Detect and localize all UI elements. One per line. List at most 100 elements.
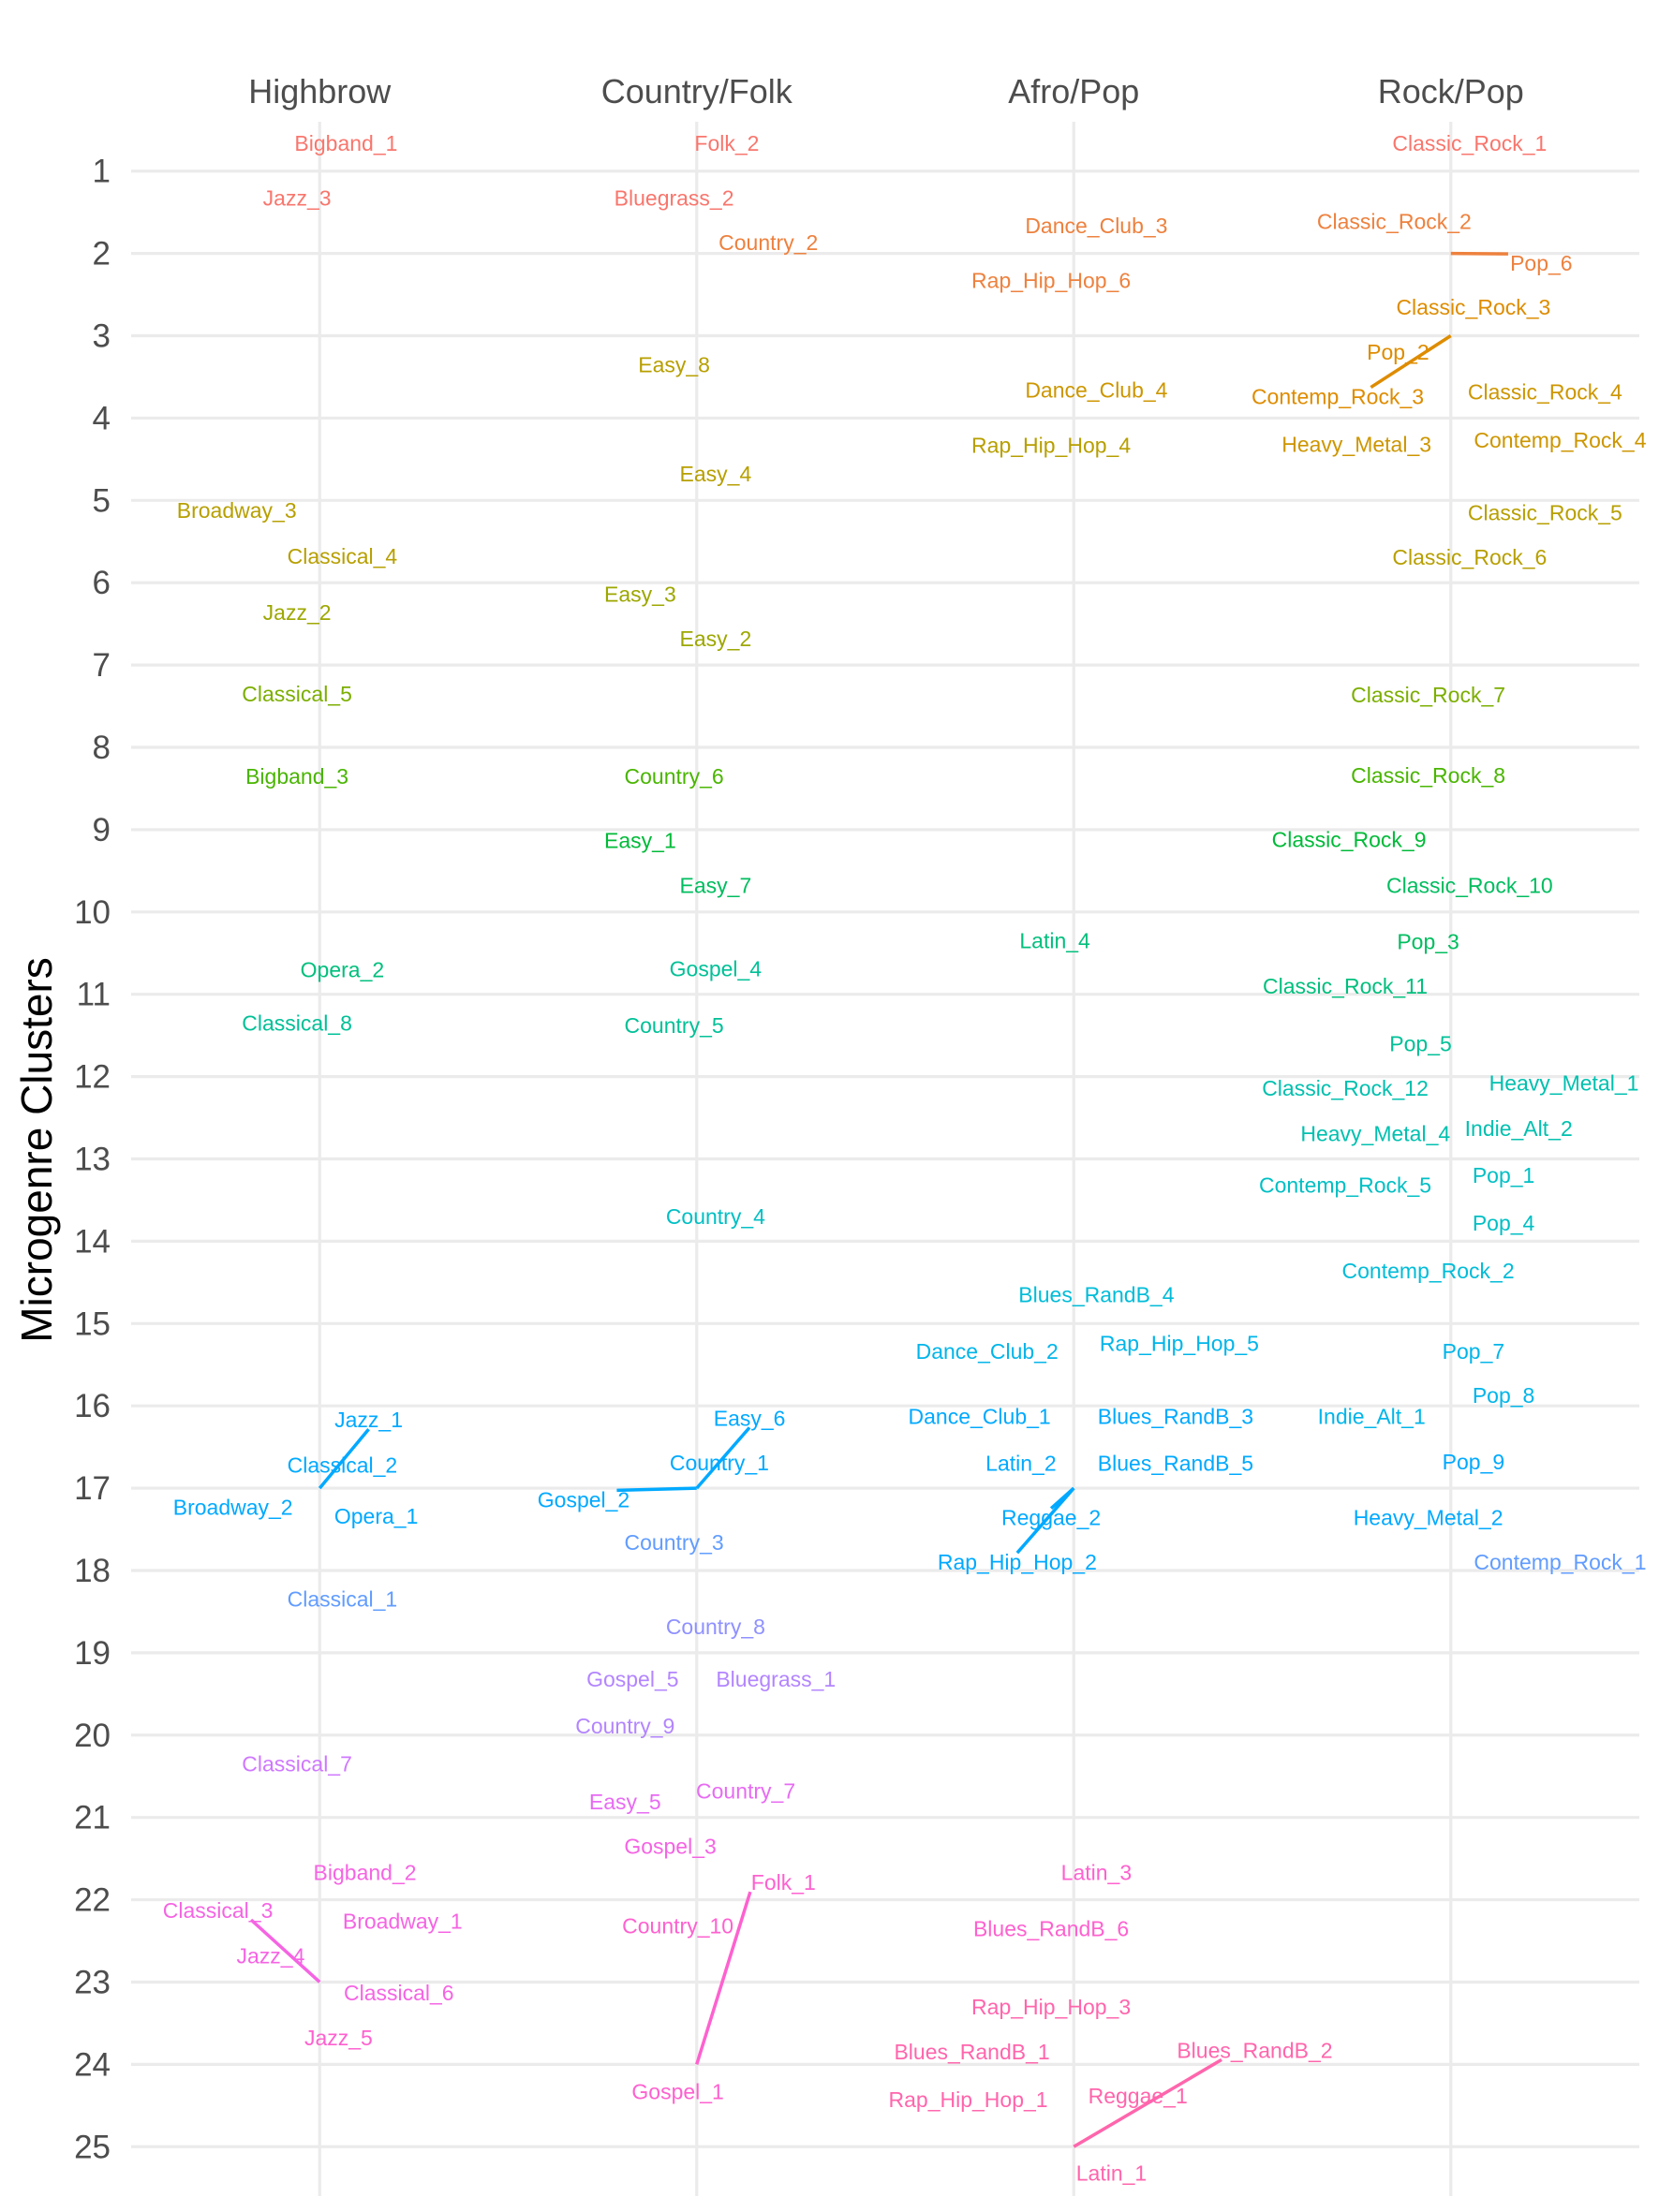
leader-line [1015,1486,1075,1555]
point-label: Easy_4 [680,462,752,486]
y-tick-label: 20 [74,1718,111,1754]
y-tick-label: 2 [93,236,111,273]
point-label: Jazz_2 [263,600,332,625]
point-label: Contemp_Rock_5 [1259,1173,1431,1198]
point-label: Pop_8 [1473,1383,1535,1408]
point-label: Latin_4 [1019,929,1090,953]
y-tick-label: 10 [74,894,111,931]
point-label: Jazz_3 [263,186,332,211]
point-label: Pop_2 [1367,340,1429,364]
leader-line [695,1891,752,2065]
y-tick-label: 19 [74,1635,111,1672]
y-tick-label: 13 [74,1142,111,1178]
point-label: Classic_Rock_9 [1272,827,1427,851]
point-label: Gospel_3 [624,1834,716,1858]
point-label: Classical_6 [344,1981,454,2005]
point-label: Bluegrass_1 [716,1667,836,1691]
y-tick-label: 17 [74,1470,111,1507]
y-axis-label: Microgenre Clusters [12,957,61,1343]
point-label: Bluegrass_2 [615,186,734,211]
point-label: Rap_Hip_Hop_4 [971,433,1131,457]
point-label: Easy_5 [589,1790,661,1814]
point-label: Pop_1 [1473,1163,1535,1187]
point-label: Dance_Club_2 [916,1339,1059,1364]
point-label: Blues_RandB_3 [1098,1405,1253,1429]
point-label: Blues_RandB_4 [1018,1283,1174,1307]
point-label: Gospel_1 [631,2079,723,2103]
point-label: Gospel_4 [670,956,763,981]
leader-line [1370,334,1452,390]
y-tick-label: 9 [93,812,111,848]
y-tick-label: 18 [74,1553,111,1589]
y-tick-label: 24 [74,2046,111,2083]
point-label: Opera_2 [301,957,385,981]
column-headers: Highbrow Country/Folk Afro/Pop Rock/Pop [248,72,1524,111]
y-tick-label: 4 [93,400,111,436]
y-tick-label: 23 [74,1964,111,2000]
column-header: Afro/Pop [1008,72,1139,111]
point-label: Country_10 [622,1914,733,1939]
point-label: Country_3 [625,1530,724,1555]
y-tick-label: 16 [74,1388,111,1424]
point-label: Country_9 [575,1714,674,1738]
point-label: Classical_2 [288,1453,398,1477]
point-label: Easy_3 [604,582,676,607]
y-tick-label: 5 [93,482,111,519]
point-label: Pop_3 [1397,929,1459,953]
point-label: Easy_2 [680,627,752,651]
leader-line [616,1486,697,1493]
point-label: Classic_Rock_7 [1351,683,1505,707]
point-label: Blues_RandB_5 [1098,1452,1253,1476]
point-label: Pop_7 [1443,1339,1505,1364]
point-label: Rap_Hip_Hop_6 [971,269,1131,293]
point-label: Blues_RandB_2 [1177,2038,1332,2062]
point-label: Bigband_1 [294,131,397,155]
point-label: Heavy_Metal_3 [1281,433,1431,457]
point-label: Reggae_1 [1089,2084,1188,2108]
point-labels: Bigband_1 Jazz_3 Broadway_3 Classical_4 Jazz… [163,131,1647,2186]
point-label: Gospel_2 [538,1487,630,1512]
point-label: Country_7 [696,1779,795,1804]
leader-line [318,1428,370,1490]
point-label: Folk_2 [694,131,759,155]
point-label: Classic_Rock_11 [1263,974,1428,998]
point-label: Contemp_Rock_3 [1252,385,1424,409]
point-label: Jazz_1 [334,1408,403,1432]
y-tick-label: 7 [93,647,111,684]
y-tick-label: 1 [93,154,111,190]
point-label: Easy_7 [680,874,752,898]
point-label: Bigband_3 [245,764,348,789]
leader-line [1450,251,1508,256]
point-label: Heavy_Metal_4 [1300,1121,1450,1145]
point-label: Latin_3 [1061,1861,1132,1885]
point-label: Pop_6 [1510,251,1573,275]
point-label: Country_1 [670,1451,769,1475]
point-label: Jazz_5 [304,2026,373,2050]
point-label: Country_5 [625,1013,724,1038]
point-label: Country_4 [666,1204,765,1229]
leader-line [1073,2057,1222,2148]
point-label: Indie_Alt_2 [1465,1116,1573,1141]
grid-lines [131,122,1639,2196]
point-label: Contemp_Rock_1 [1474,1550,1646,1574]
point-label: Dance_Club_1 [909,1405,1051,1429]
point-label: Country_6 [625,764,724,789]
point-label: Classic_Rock_10 [1386,874,1553,898]
point-label: Rap_Hip_Hop_2 [938,1550,1097,1574]
point-label: Easy_8 [638,352,710,376]
leader-line [249,1918,321,1983]
y-tick-label: 12 [74,1059,111,1096]
column-header: Rock/Pop [1378,72,1524,111]
point-label: Classic_Rock_5 [1468,501,1622,525]
column-header: Country/Folk [601,72,793,111]
point-label: Classical_3 [163,1898,274,1923]
point-label: Jazz_4 [236,1943,304,1968]
point-label: Classical_4 [288,544,398,568]
y-tick-label: 21 [74,1800,111,1836]
y-tick-label: 15 [74,1305,111,1342]
point-label: Classical_7 [242,1752,352,1777]
y-tick-label: 22 [74,1882,111,1919]
point-label: Classical_1 [288,1587,398,1612]
y-tick-label: 3 [93,318,111,355]
